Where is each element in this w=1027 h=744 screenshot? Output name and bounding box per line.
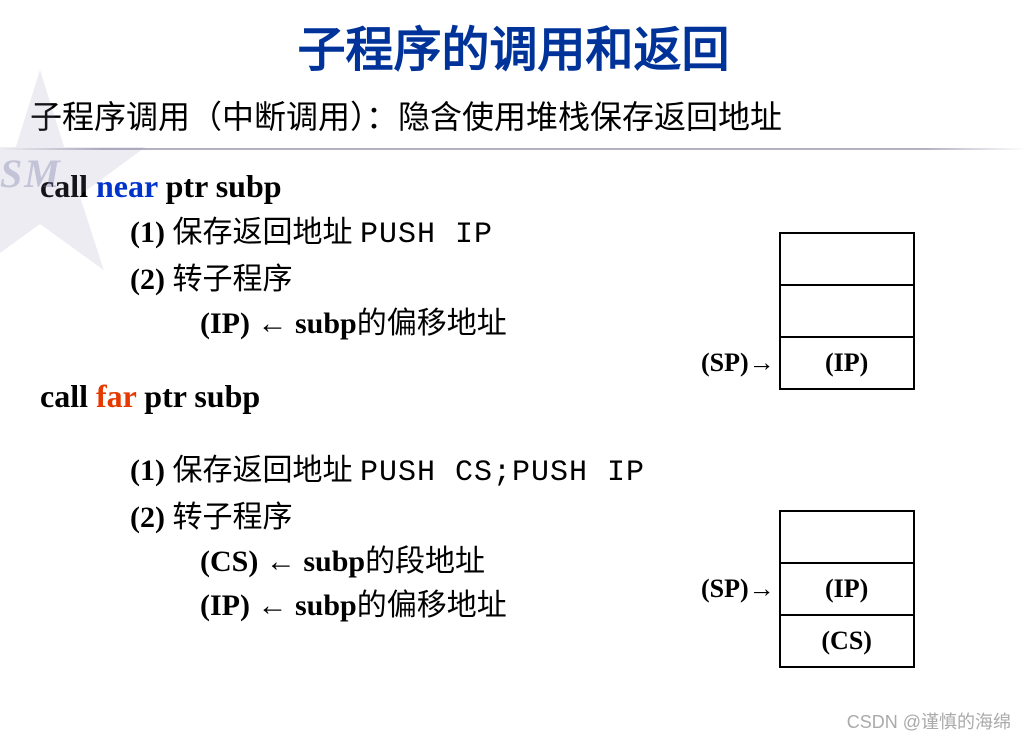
stack-side (700, 511, 780, 563)
sp-pointer-label: (SP)→ (700, 337, 780, 389)
step-text: 转子程序 (172, 263, 292, 296)
slide-title: 子程序的调用和返回 (0, 0, 1027, 80)
stack-cell (780, 233, 914, 285)
step-text: 保存返回地址 (172, 454, 360, 487)
slide-subtitle: 子程序调用（中断调用）：隐含使用堆栈保存返回地址 (30, 92, 1027, 138)
stack-side (700, 615, 780, 667)
step-op: PUSH IP (360, 218, 493, 252)
csdn-watermark: CSDN @谨慎的海绵 (847, 708, 1011, 734)
stack-side (700, 233, 780, 285)
sub-lhs: (IP) ← subp (200, 307, 357, 340)
near-keyword: near (96, 168, 158, 204)
far-rest: ptr subp (144, 378, 260, 414)
sp-pointer-label: (SP)→ (700, 563, 780, 615)
sub-lhs: (IP) ← subp (200, 589, 357, 622)
sub-zh: 的偏移地址 (357, 589, 507, 622)
stack-diagram-far: (SP)→ (IP) (CS) (700, 510, 915, 668)
call-near-line: call near ptr subp (40, 168, 1027, 205)
watermark-sm: SM (0, 150, 62, 197)
spacer (40, 415, 1027, 443)
step-op: PUSH CS;PUSH IP (360, 456, 645, 490)
stack-cell: (CS) (780, 615, 914, 667)
step-number: (2) (130, 263, 165, 296)
step-number: (1) (130, 216, 165, 249)
stack-cell (780, 511, 914, 563)
stack-side (700, 285, 780, 337)
step-number: (1) (130, 454, 165, 487)
divider-line (0, 148, 1027, 150)
near-rest: ptr subp (166, 168, 282, 204)
slide: 子程序的调用和返回 子程序调用（中断调用）：隐含使用堆栈保存返回地址 SM ca… (0, 0, 1027, 744)
step-text: 保存返回地址 (172, 216, 360, 249)
sub-zh: 的偏移地址 (357, 307, 507, 340)
call-keyword: call (40, 378, 88, 414)
step-number: (2) (130, 501, 165, 534)
sub-lhs: (CS) ← subp (200, 545, 365, 578)
far-step-1: (1) 保存返回地址 PUSH CS;PUSH IP (130, 445, 1027, 490)
stack-cell (780, 285, 914, 337)
sub-zh: 的段地址 (365, 545, 485, 578)
step-text: 转子程序 (172, 501, 292, 534)
far-keyword: far (96, 378, 136, 414)
stack-cell: (IP) (780, 563, 914, 615)
stack-cell: (IP) (780, 337, 914, 389)
stack-diagram-near: (SP)→ (IP) (700, 232, 915, 390)
